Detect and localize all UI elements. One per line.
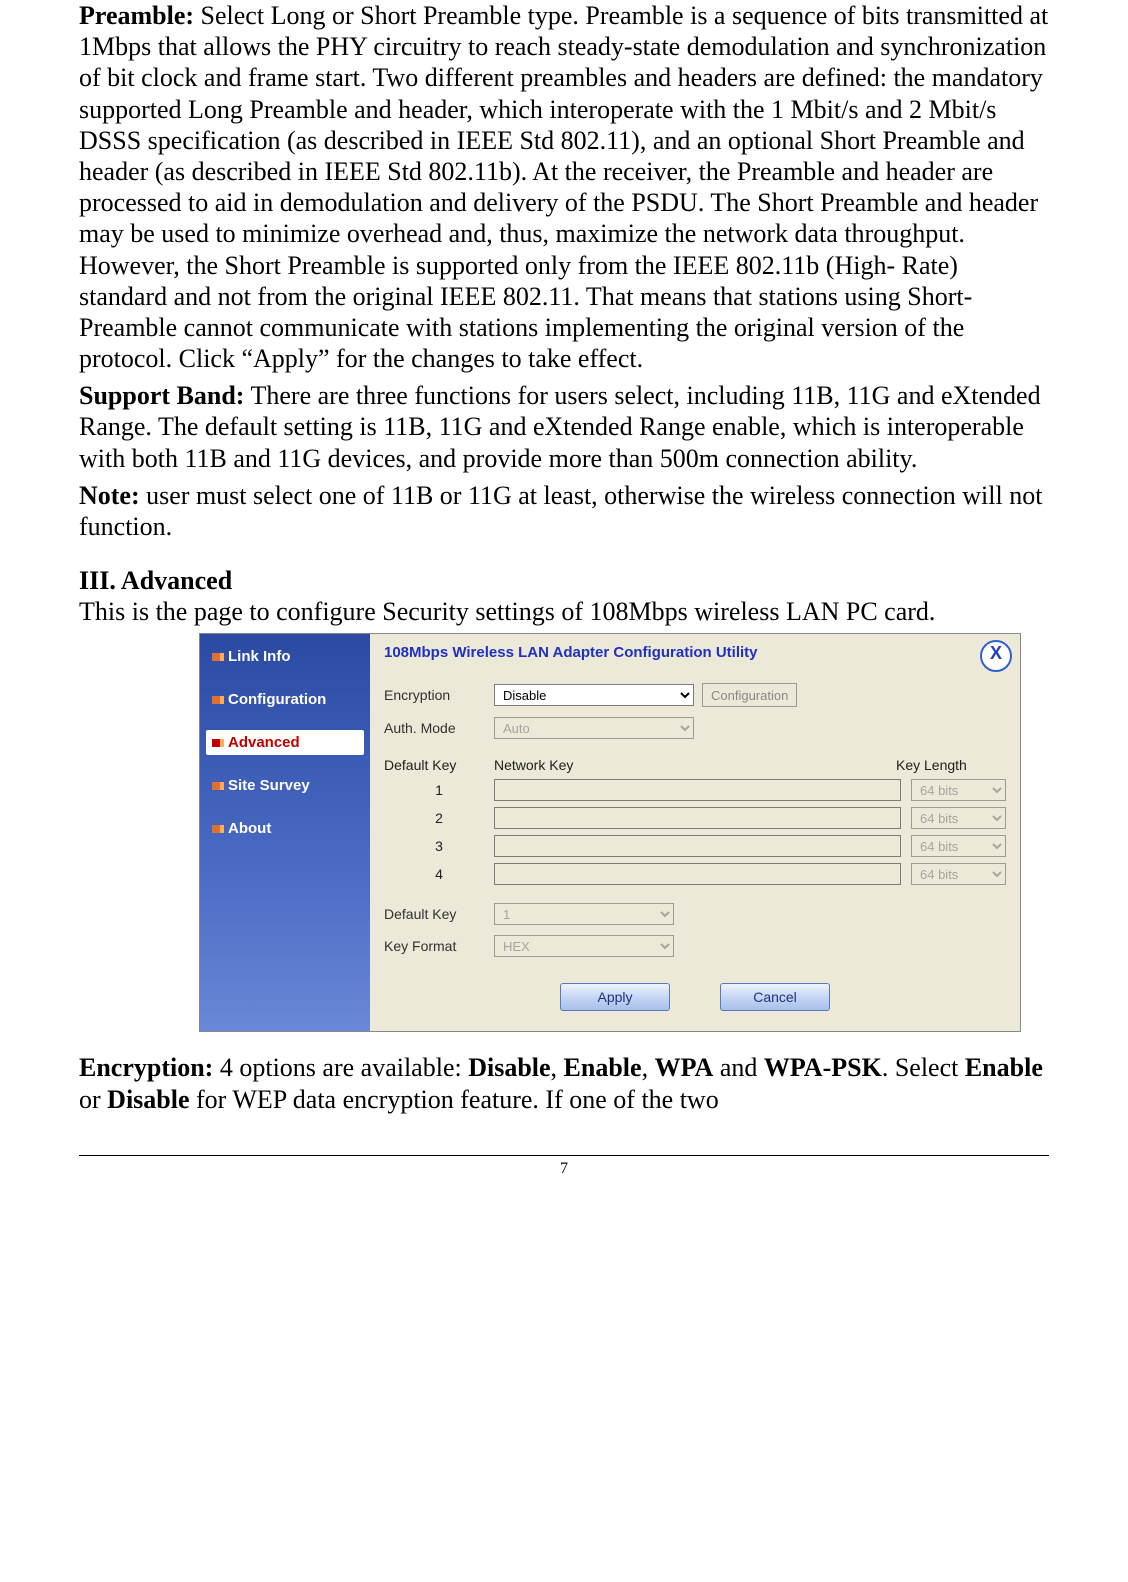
keys-header-row: Default Key Network Key Key Length (384, 757, 1006, 773)
window-title: 108Mbps Wireless LAN Adapter Configurati… (384, 644, 1006, 661)
key-index: 1 (384, 782, 494, 798)
note-text: user must select one of 11B or 11G at le… (79, 481, 1042, 541)
key-index: 2 (384, 810, 494, 826)
key-row-4: 4 64 bits (384, 863, 1006, 885)
key-length-select-3: 64 bits (911, 835, 1006, 857)
enc-opt-wpa: WPA (655, 1053, 714, 1082)
enc-text-1: 4 options are available: (213, 1053, 468, 1082)
key-length-select-4: 64 bits (911, 863, 1006, 885)
section-heading: III. Advanced (79, 566, 1049, 596)
key-length-select-1: 64 bits (911, 779, 1006, 801)
cancel-button[interactable]: Cancel (720, 983, 830, 1011)
sidebar-item-site-survey[interactable]: Site Survey (206, 773, 364, 798)
sidebar-item-about[interactable]: About (206, 816, 364, 841)
network-key-input-3 (494, 835, 901, 857)
enc-opt-disable: Disable (468, 1053, 550, 1082)
enc-sep: , (551, 1053, 564, 1082)
note-label: Note: (79, 481, 140, 510)
key-format-label: Key Format (384, 938, 494, 954)
network-key-input-1 (494, 779, 901, 801)
sidebar-item-configuration[interactable]: Configuration (206, 687, 364, 712)
enc-sel-disable: Disable (107, 1085, 189, 1114)
bullet-icon (212, 782, 220, 790)
network-key-input-4 (494, 863, 901, 885)
sidebar-item-label: About (228, 820, 271, 837)
enc-opt-wpapsk: WPA-PSK (764, 1053, 882, 1082)
support-band-paragraph: Support Band: There are three functions … (79, 380, 1049, 474)
key-length-select-2: 64 bits (911, 807, 1006, 829)
key-length-header: Key Length (896, 757, 1006, 773)
key-index: 4 (384, 866, 494, 882)
bullet-icon (212, 696, 220, 704)
network-key-input-2 (494, 807, 901, 829)
page-number: 7 (79, 1160, 1049, 1178)
encryption-doc-label: Encryption: (79, 1053, 213, 1082)
key-row-1: 1 64 bits (384, 779, 1006, 801)
apply-button[interactable]: Apply (560, 983, 670, 1011)
bullet-icon (212, 825, 220, 833)
preamble-paragraph: Preamble: Select Long or Short Preamble … (79, 0, 1049, 374)
configuration-button: Configuration (702, 683, 797, 707)
encryption-select[interactable]: Disable (494, 684, 694, 706)
note-paragraph: Note: user must select one of 11B or 11G… (79, 480, 1049, 542)
bullet-icon (212, 739, 220, 747)
key-format-row: Key Format HEX (384, 935, 1006, 957)
auth-mode-row: Auth. Mode Auto (384, 717, 1006, 739)
sidebar-item-label: Advanced (228, 734, 300, 751)
enc-opt-enable: Enable (564, 1053, 642, 1082)
close-button[interactable]: X (980, 640, 1012, 672)
default-key-label: Default Key (384, 906, 494, 922)
preamble-label: Preamble: (79, 1, 194, 30)
enc-text-2: . Select (882, 1053, 965, 1082)
key-row-2: 2 64 bits (384, 807, 1006, 829)
network-key-header: Network Key (494, 757, 896, 773)
bullet-icon (212, 653, 220, 661)
key-index: 3 (384, 838, 494, 854)
section-subtext: This is the page to configure Security s… (79, 596, 1049, 627)
sidebar-item-label: Site Survey (228, 777, 310, 794)
sidebar: Link Info Configuration Advanced Site Su… (200, 634, 370, 1031)
sidebar-item-label: Link Info (228, 648, 291, 665)
enc-sel-enable: Enable (965, 1053, 1043, 1082)
footer-rule (79, 1155, 1049, 1156)
support-band-label: Support Band: (79, 381, 244, 410)
sidebar-item-advanced[interactable]: Advanced (206, 730, 364, 755)
sidebar-item-label: Configuration (228, 691, 326, 708)
enc-sep: or (79, 1085, 107, 1114)
content-panel: X 108Mbps Wireless LAN Adapter Configura… (370, 634, 1020, 1031)
encryption-options-paragraph: Encryption: 4 options are available: Dis… (79, 1052, 1049, 1114)
auth-mode-select: Auto (494, 717, 694, 739)
default-key-header: Default Key (384, 757, 494, 773)
key-format-select: HEX (494, 935, 674, 957)
default-key-row: Default Key 1 (384, 903, 1006, 925)
action-buttons: Apply Cancel (384, 983, 1006, 1011)
preamble-text: Select Long or Short Preamble type. Prea… (79, 1, 1048, 373)
enc-sep: and (713, 1053, 764, 1082)
sidebar-item-link-info[interactable]: Link Info (206, 644, 364, 669)
utility-window: Link Info Configuration Advanced Site Su… (199, 633, 1021, 1032)
auth-mode-label: Auth. Mode (384, 720, 494, 736)
enc-sep: , (642, 1053, 655, 1082)
default-key-select: 1 (494, 903, 674, 925)
encryption-row: Encryption Disable Configuration (384, 683, 1006, 707)
enc-text-3: for WEP data encryption feature. If one … (190, 1085, 719, 1114)
key-row-3: 3 64 bits (384, 835, 1006, 857)
encryption-label: Encryption (384, 687, 494, 703)
